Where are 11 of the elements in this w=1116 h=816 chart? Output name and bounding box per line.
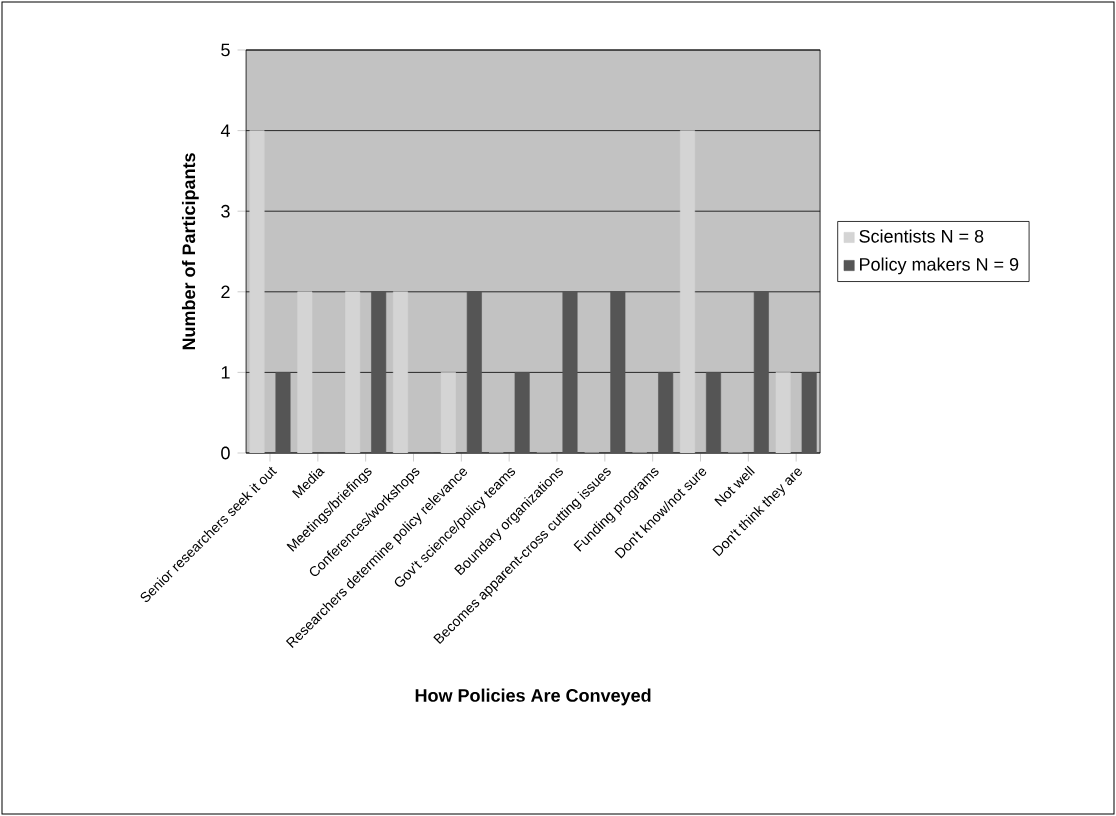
legend-label: Policy makers N = 9 bbox=[860, 257, 1019, 275]
y-tick-label: 1 bbox=[221, 366, 230, 379]
y-tick-label: 2 bbox=[221, 285, 230, 299]
legend-label: Scientists N = 8 bbox=[859, 229, 984, 243]
y-axis-title: Number of Participants bbox=[181, 153, 199, 350]
x-tick-label: Not well bbox=[714, 465, 755, 507]
y-tick-label: 4 bbox=[220, 124, 230, 137]
y-tick-label: 0 bbox=[221, 446, 230, 460]
y-tick-label: 5 bbox=[221, 43, 230, 57]
x-axis-title: How Policies Are Conveyed bbox=[415, 688, 651, 706]
y-tick-label: 3 bbox=[221, 204, 230, 218]
